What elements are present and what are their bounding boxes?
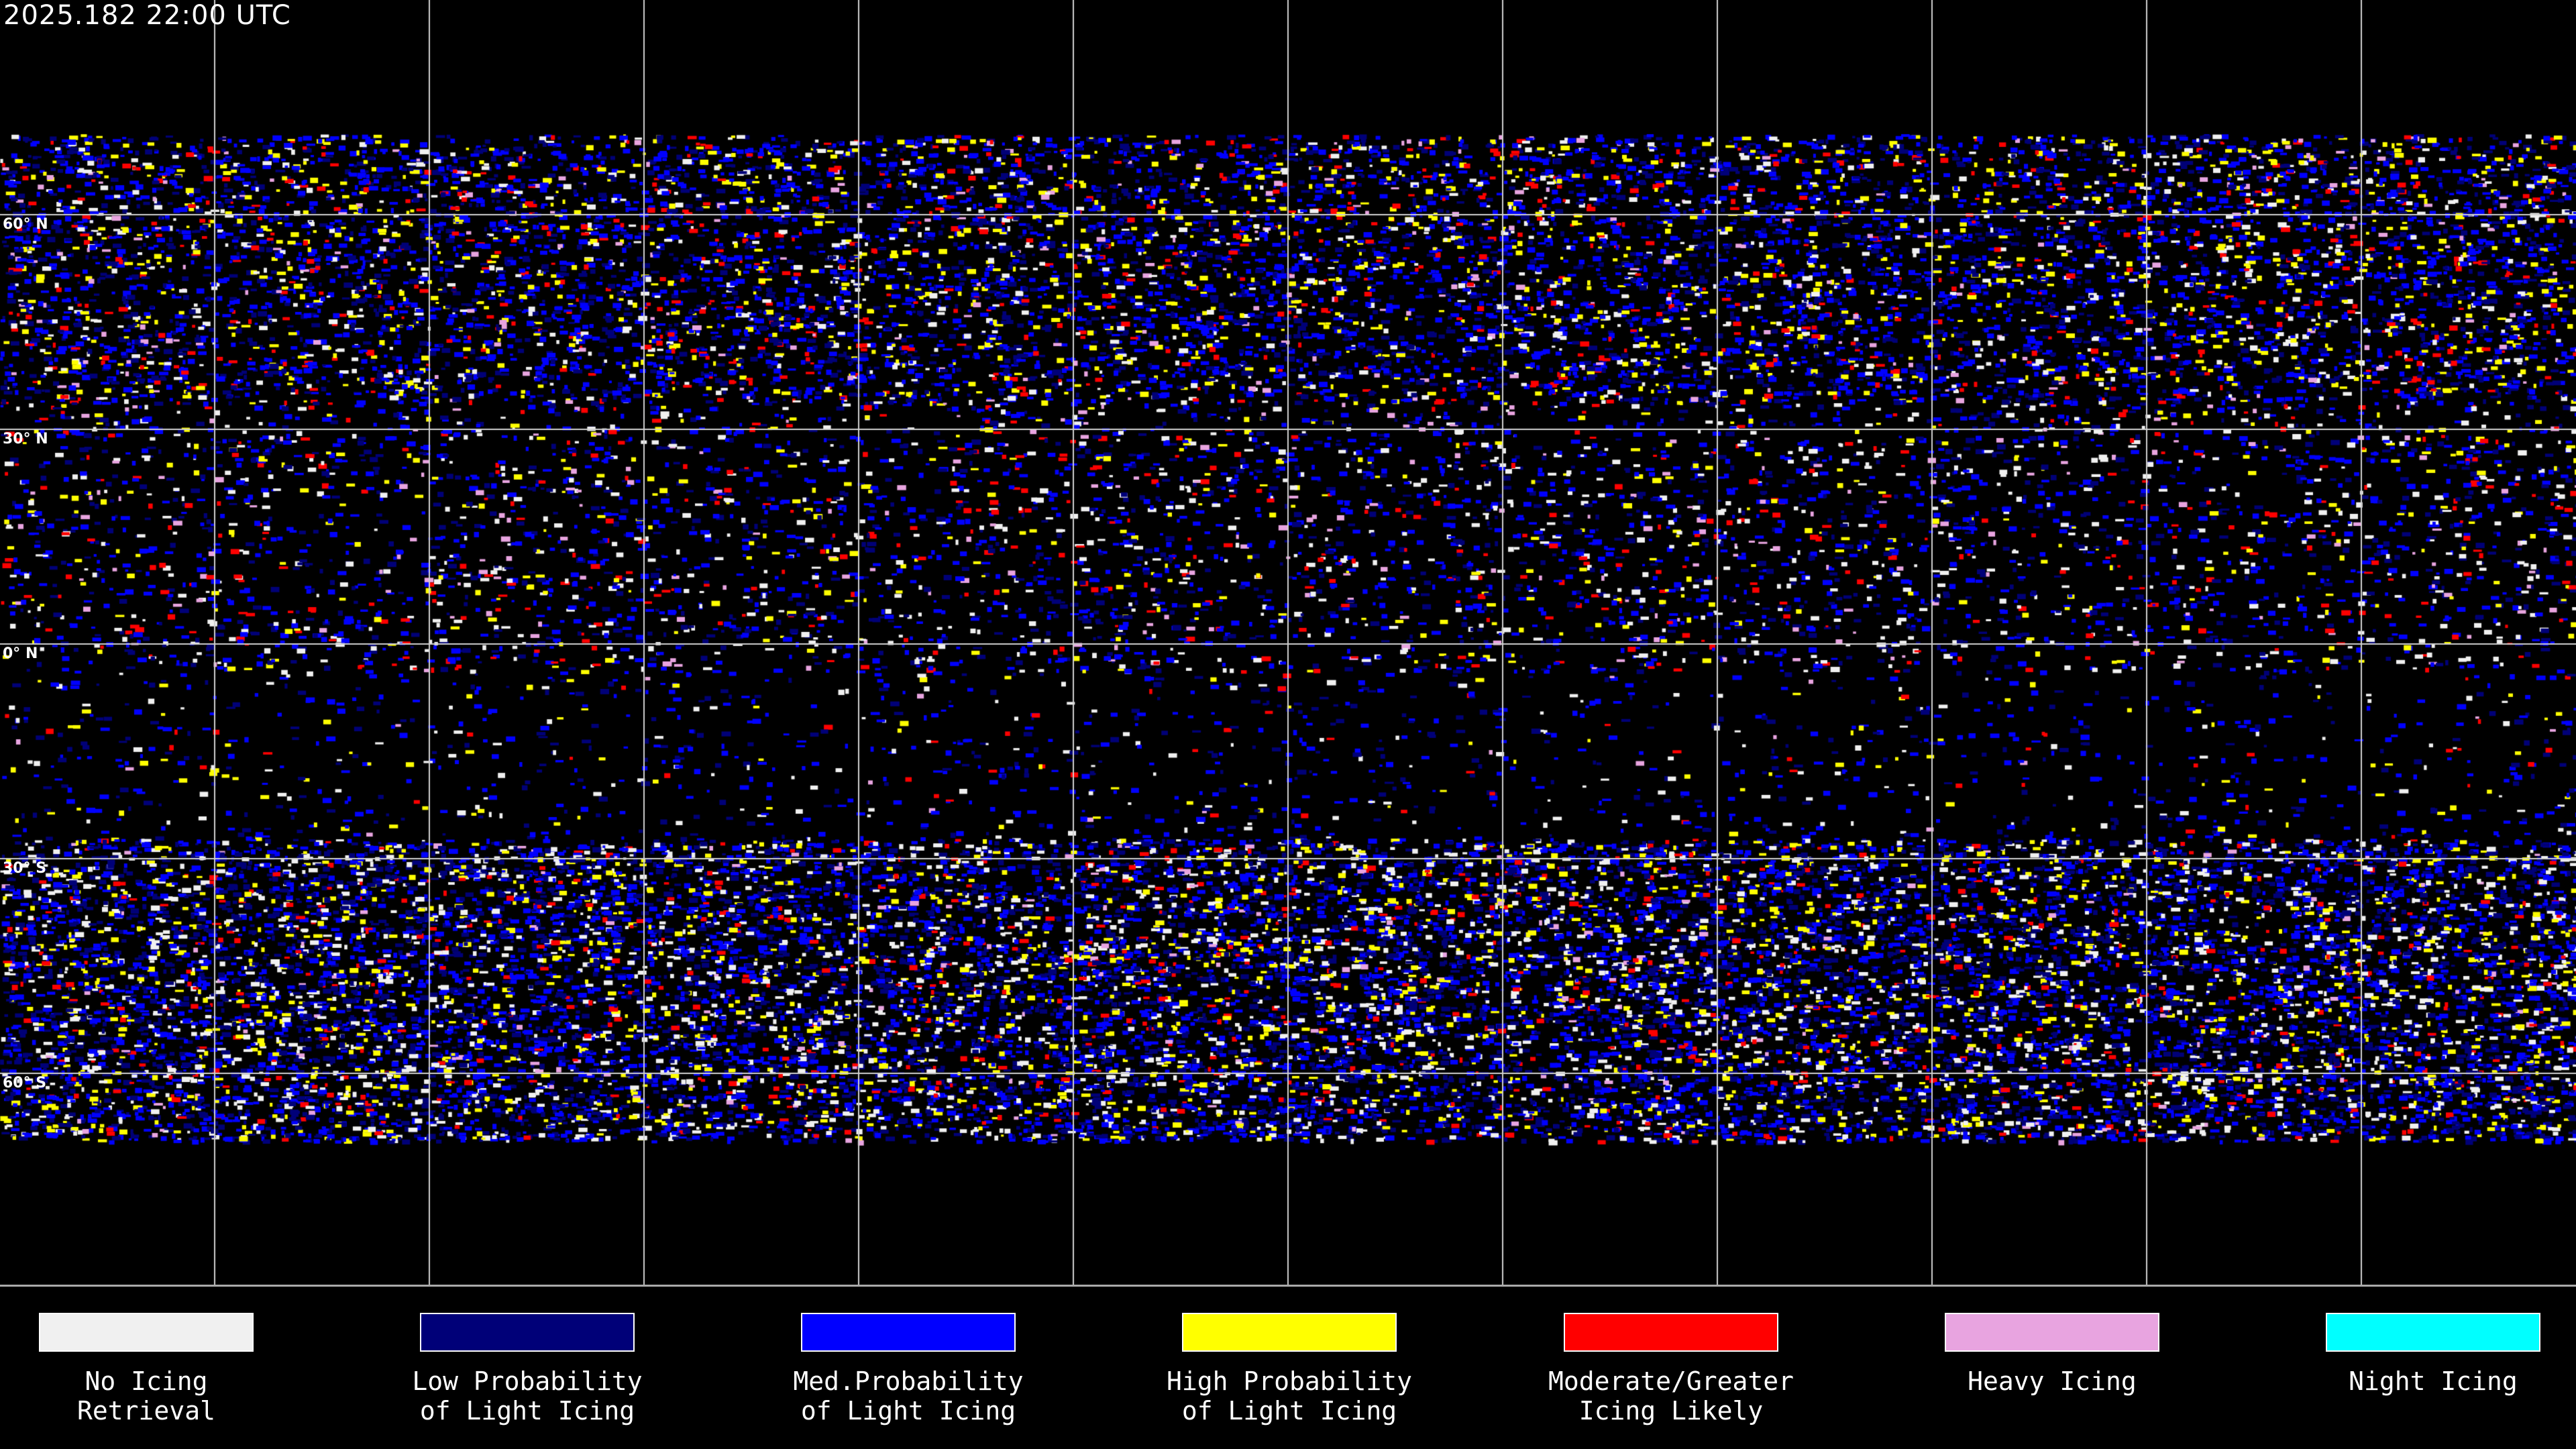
lat-label-0n: 0° N — [3, 645, 38, 662]
legend-label-line1: High Probability — [1166, 1366, 1413, 1396]
lat-label-60s: 60° S — [3, 1075, 47, 1091]
legend-swatch — [1564, 1313, 1778, 1352]
legend-med-probability: Med.Probability of Light Icing — [720, 1313, 1096, 1426]
legend-swatch — [2326, 1313, 2540, 1352]
legend-swatch — [39, 1313, 254, 1352]
icing-map: 2025.182 22:00 UTC 60° N 30° N 0° N 30° … — [0, 0, 2576, 1287]
legend-label-line1: Night Icing — [2349, 1366, 2518, 1396]
lat-label-30n: 30° N — [3, 431, 48, 447]
legend-label-line2: of Light Icing — [419, 1396, 635, 1426]
legend-swatch — [1182, 1313, 1397, 1352]
legend-high-probability: High Probability of Light Icing — [1102, 1313, 1477, 1426]
legend-low-probability: Low Probability of Light Icing — [339, 1313, 715, 1426]
legend-moderate-greater: Moderate/Greater Icing Likely — [1483, 1313, 1859, 1426]
legend-swatch — [420, 1313, 635, 1352]
legend-swatch — [801, 1313, 1016, 1352]
legend-swatch — [1945, 1313, 2159, 1352]
legend-label-line2: of Light Icing — [800, 1396, 1016, 1426]
legend-label-line1: Heavy Icing — [1968, 1366, 2137, 1396]
icing-data-layer — [0, 0, 2576, 1285]
legend-label-line2: of Light Icing — [1181, 1396, 1397, 1426]
legend-night-icing: Night Icing — [2245, 1313, 2576, 1396]
legend-label-line1: Moderate/Greater — [1548, 1366, 1794, 1396]
legend-no-icing: No Icing Retrieval — [0, 1313, 334, 1426]
legend-label-line2: Retrieval — [77, 1396, 215, 1426]
legend-heavy-icing: Heavy Icing — [1864, 1313, 2240, 1396]
lat-label-30s: 30° S — [3, 860, 47, 877]
legend-label-line1: Low Probability — [412, 1366, 643, 1396]
timestamp: 2025.182 22:00 UTC — [3, 0, 291, 31]
legend-label-line2: Icing Likely — [1578, 1396, 1764, 1426]
legend-label-line1: No Icing — [85, 1366, 208, 1396]
lat-label-60n: 60° N — [3, 216, 48, 233]
legend-label-line1: Med.Probability — [793, 1366, 1024, 1396]
